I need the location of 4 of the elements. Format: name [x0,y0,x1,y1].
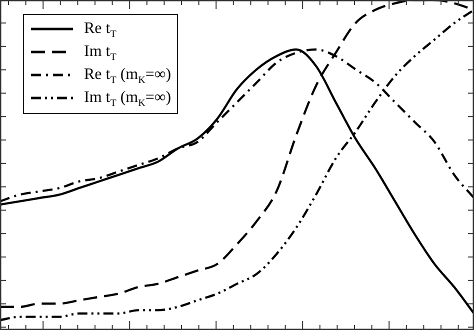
legend-label: Re t$_{T}$ (m$_{K}$=∞) [84,65,172,86]
legend-label: Im t$_{T}$ [84,42,116,64]
legend-label: Re t$_{T}$ [84,19,116,40]
legend-label: Im t$_{T}$ (m$_{K}$=∞) [84,88,172,110]
